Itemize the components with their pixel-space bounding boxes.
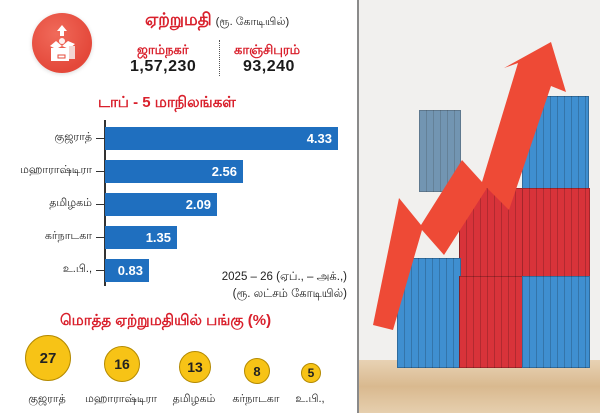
rising-arrow-icon xyxy=(373,42,566,330)
bar-value: 2.56 xyxy=(211,164,237,179)
bar-row-gujarat: குஜராத் 4.33 xyxy=(0,127,350,150)
wooden-floor xyxy=(359,360,600,413)
bar-label: மஹாராஷ்டிரா xyxy=(19,164,92,176)
bar-label: தமிழகம் xyxy=(49,197,92,209)
export-box-icon xyxy=(32,13,92,73)
share-bubble-tamilnadu: 13 xyxy=(179,351,211,383)
city-label-jamnagar: ஜாம்நகர் xyxy=(137,42,189,57)
export-title-text: ஏற்றுமதி xyxy=(145,10,212,29)
bar-maharashtra: 2.56 xyxy=(105,160,243,183)
axis-tick xyxy=(96,237,104,238)
bar-label: குஜராத் xyxy=(54,131,92,143)
export-title: ஏற்றுமதி (ரூ. கோடியில்) xyxy=(145,10,289,32)
bar-chart-unit-note: (ரூ. லட்சம் கோடியில்) xyxy=(232,288,347,300)
export-unit: (ரூ. கோடியில்) xyxy=(215,16,290,28)
bar-label: உ.பி., xyxy=(62,263,92,275)
bar-gujarat: 4.33 xyxy=(105,127,338,150)
export-growth-photo xyxy=(359,0,600,413)
share-label-gujarat: குஜராத் xyxy=(28,393,66,405)
bar-row-karnataka: கர்நாடகா 1.35 xyxy=(0,226,350,249)
share-label-karnataka: கர்நாடகா xyxy=(232,393,280,405)
container-bottom-blue-right xyxy=(522,276,590,368)
bar-label: கர்நாடகா xyxy=(44,230,92,242)
panel-divider xyxy=(357,0,359,413)
bar-value: 0.83 xyxy=(117,263,143,278)
container-back-blue xyxy=(419,110,461,192)
bar-up: 0.83 xyxy=(105,259,149,282)
bar-row-tamilnadu: தமிழகம் 2.09 xyxy=(0,193,350,216)
axis-tick xyxy=(96,270,104,271)
bar-chart-title: டாப் - 5 மாநிலங்கள் xyxy=(98,94,236,111)
city-label-kanchipuram: காஞ்சிபுரம் xyxy=(234,42,301,57)
city-value-kanchipuram: 93,240 xyxy=(243,58,295,75)
share-label-tamilnadu: தமிழகம் xyxy=(172,393,216,405)
bar-tamilnadu: 2.09 xyxy=(105,193,217,216)
bar-chart-axis xyxy=(104,120,106,286)
axis-tick xyxy=(96,171,104,172)
bar-value: 1.35 xyxy=(145,230,171,245)
container-mid-red-right xyxy=(522,188,590,278)
axis-tick xyxy=(96,138,104,139)
bar-value: 4.33 xyxy=(306,131,332,146)
share-label-maharashtra: மஹாராஷ்டிரா xyxy=(84,393,158,405)
city-divider xyxy=(219,40,220,76)
bar-row-up: உ.பி., 0.83 xyxy=(0,259,350,282)
axis-tick xyxy=(96,204,104,205)
bar-row-maharashtra: மஹாராஷ்டிரா 2.56 xyxy=(0,160,350,183)
share-label-up: உ.பி., xyxy=(295,393,325,405)
share-title: மொத்த ஏற்றுமதியில் பங்கு (%) xyxy=(60,312,272,329)
share-bubble-up: 5 xyxy=(301,363,321,383)
share-bubble-karnataka: 8 xyxy=(244,358,270,384)
infographic-panel: ஏற்றுமதி (ரூ. கோடியில்) ஜாம்நகர் 1,57,230… xyxy=(0,10,350,405)
city-value-jamnagar: 1,57,230 xyxy=(130,58,197,75)
share-bubble-maharashtra: 16 xyxy=(104,346,140,382)
bar-chart-period-note: 2025 – 26 (ஏப்., – அக்.,) xyxy=(221,271,347,283)
bar-karnataka: 1.35 xyxy=(105,226,177,249)
bar-value: 2.09 xyxy=(185,197,211,212)
container-bottom-red xyxy=(459,276,524,368)
share-bubble-gujarat: 27 xyxy=(25,335,71,381)
